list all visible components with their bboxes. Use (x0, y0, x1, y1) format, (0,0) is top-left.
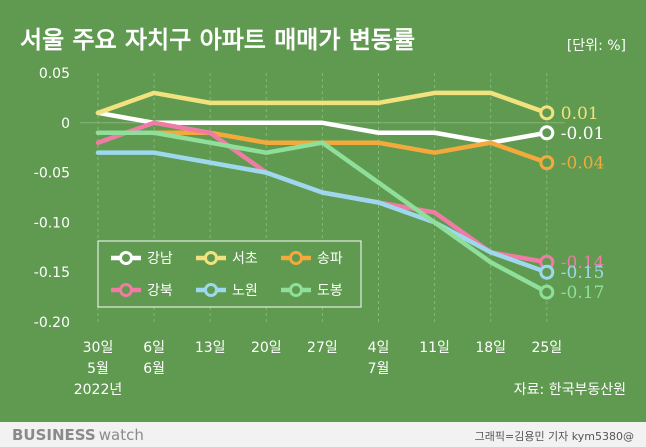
end-labels: -0.010.01 -0.04 -0.14-0.15-0.17 (561, 104, 605, 303)
legend-item: 도봉 (281, 283, 343, 299)
x-tick-month: 6월 (143, 361, 165, 377)
x-tick-day: 11일 (419, 340, 450, 356)
x-tick-day: 4일 (368, 340, 390, 356)
y-tick-label: -0.20 (34, 315, 70, 331)
legend-swatch-marker (119, 283, 133, 297)
x-tick-year: 2022년 (74, 382, 123, 398)
x-tick-day: 13일 (195, 340, 226, 356)
x-axis: 30일 5월 2022년 6일 6월 13일 20일 27일 4일 7월 11일 18일 25일 (74, 340, 562, 398)
legend-swatch-marker (204, 251, 218, 265)
source-note: 자료: 한국부동산원 (514, 382, 626, 398)
y-tick-label: -0.15 (34, 265, 70, 281)
series-end-label: 0.01 (561, 104, 599, 124)
series-end-label: -0.14 (561, 253, 605, 273)
legend-box (97, 240, 362, 308)
legend-label: 노원 (232, 283, 258, 299)
x-tick-month: 5월 (87, 361, 109, 377)
series-end-marker (539, 105, 555, 121)
chart-background (0, 0, 646, 422)
y-tick-label: 0 (61, 116, 70, 132)
legend-item: 서초 (196, 251, 258, 267)
series-end-label: -0.04 (561, 154, 605, 174)
x-tick-day: 20일 (251, 340, 282, 356)
y-tick-label: -0.10 (34, 215, 70, 231)
brand-logo: BUSINESS watch (12, 426, 144, 444)
series-line (95, 90, 550, 116)
series-강남 (95, 110, 555, 145)
legend-swatch-marker (119, 251, 133, 265)
x-tick-month: 7월 (368, 361, 390, 377)
legend-label: 도봉 (317, 283, 343, 299)
legend-swatch-marker (289, 283, 303, 297)
x-tick-day: 25일 (531, 340, 562, 356)
series-layer (95, 90, 555, 300)
graphic-credit: 그래픽=김용민 기자 kym5380@ (475, 430, 634, 443)
legend-label: 송파 (317, 251, 343, 267)
series-end-label: -0.01 (561, 124, 605, 144)
series-end-label: -0.17 (561, 283, 605, 303)
series-서초 (95, 90, 555, 121)
brand-light: watch (99, 426, 144, 444)
legend-item: 노원 (196, 283, 258, 299)
legend-label: 강남 (147, 251, 173, 267)
chart-title: 서울 주요 자치구 아파트 매매가 변동률 (20, 26, 415, 54)
legend-item: 강남 (111, 251, 173, 267)
series-end-label: -0.15 (561, 263, 605, 283)
y-tick-label: -0.05 (34, 166, 70, 182)
series-line (95, 110, 550, 145)
legend-item: 송파 (281, 251, 343, 267)
y-tick-label: 0.05 (39, 66, 70, 82)
x-tick-day: 6일 (143, 340, 165, 356)
x-tick-day: 27일 (307, 340, 338, 356)
y-axis: 0.05 0 -0.05 -0.10 -0.15 -0.20 (34, 66, 70, 331)
x-tick-day: 18일 (475, 340, 506, 356)
legend-label: 서초 (232, 251, 258, 267)
series-line (95, 130, 550, 295)
series-line (95, 150, 550, 275)
series-도봉 (95, 130, 555, 300)
series-end-marker (539, 264, 555, 280)
brand-strong: BUSINESS (12, 426, 96, 444)
series-end-marker (539, 155, 555, 171)
x-tick-day: 30일 (83, 340, 114, 356)
legend-item: 강북 (111, 283, 173, 299)
legend-swatch-marker (204, 283, 218, 297)
legend-label: 강북 (147, 283, 173, 299)
footer-background (0, 422, 646, 447)
unit-label: [단위: %] (567, 38, 626, 54)
legend-swatch-marker (289, 251, 303, 265)
series-end-marker (539, 284, 555, 300)
series-노원 (95, 150, 555, 280)
series-end-marker (539, 125, 555, 141)
